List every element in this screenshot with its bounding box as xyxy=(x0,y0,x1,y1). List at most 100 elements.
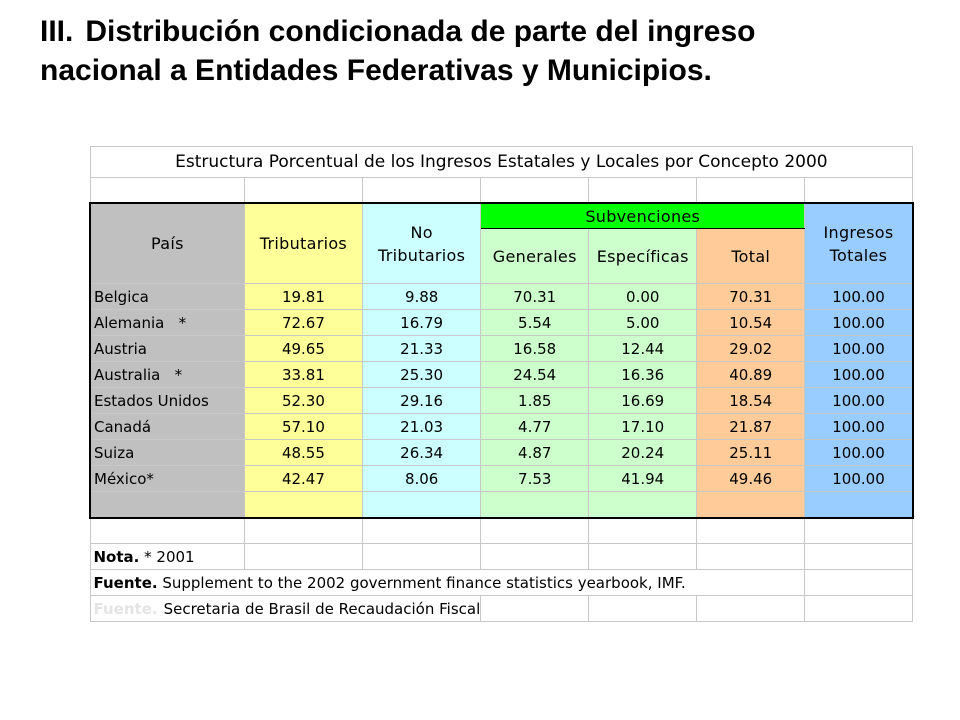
cell-total: 18.54 xyxy=(696,387,806,414)
cell-tributarios: 42.47 xyxy=(243,465,364,492)
cell-tributarios: 48.55 xyxy=(243,439,364,466)
cell-generales: 70.31 xyxy=(480,283,590,310)
header-no-tributarios: No Tributarios xyxy=(362,202,482,284)
cell-ingresos: 100.00 xyxy=(804,413,914,440)
table-row: Suiza 48.55 26.34 4.87 20.24 25.11 100.0… xyxy=(88,439,914,466)
cell-total: 10.54 xyxy=(696,309,806,336)
cell-pais: Alemania * xyxy=(88,309,245,336)
cell-no-tributarios: 29.16 xyxy=(362,387,482,414)
cell-especificas: 5.00 xyxy=(588,309,698,336)
title-text-line-1: Distribución condicionada de parte del i… xyxy=(85,15,756,48)
cell-tributarios: 72.67 xyxy=(243,309,364,336)
cell-pais: Austria xyxy=(88,335,245,362)
fuente2-cell: Fuente. Secretaria de Brasil de Recaudaci… xyxy=(89,595,482,622)
cell-pais: Belgica xyxy=(88,283,245,310)
header-row-1: País Tributarios No Tributarios Subvenci… xyxy=(88,202,914,284)
cell-no-tributarios: 16.79 xyxy=(362,309,482,336)
fuente-text: Supplement to the 2002 government financ… xyxy=(157,573,686,592)
empty-colored-row xyxy=(88,491,914,519)
cell-especificas: 16.36 xyxy=(588,361,698,388)
header-generales: Generales xyxy=(480,228,590,284)
cell-especificas: 20.24 xyxy=(588,439,698,466)
nota-label: Nota. xyxy=(93,547,140,566)
cell-ingresos: 100.00 xyxy=(804,309,914,336)
header-total: Total xyxy=(696,228,806,284)
table-row: Australia * 33.81 25.30 24.54 16.36 40.8… xyxy=(88,361,914,388)
cell-no-tributarios: 21.33 xyxy=(362,335,482,362)
nota-cell: Nota. * 2001 xyxy=(89,543,245,570)
cell-ingresos: 100.00 xyxy=(804,439,914,466)
cell-especificas: 12.44 xyxy=(588,335,698,362)
cell-no-tributarios: 8.06 xyxy=(362,465,482,492)
cell-total: 29.02 xyxy=(696,335,806,362)
cell-no-tributarios: 25.30 xyxy=(362,361,482,388)
header-pais: País xyxy=(88,202,245,284)
title-text-line-2: nacional a Entidades Federativas y Munic… xyxy=(40,54,712,87)
slide-title-line-1: III. Distribución condicionada de parte d… xyxy=(40,12,940,51)
cell-total: 25.11 xyxy=(696,439,806,466)
cell-generales: 4.87 xyxy=(480,439,590,466)
cell-no-tributarios: 26.34 xyxy=(362,439,482,466)
cell-ingresos: 100.00 xyxy=(804,387,914,414)
table-title: Estructura Porcentual de los Ingresos Es… xyxy=(89,146,914,178)
cell-total: 49.46 xyxy=(696,465,806,492)
cell-pais: Canadá xyxy=(88,413,245,440)
blank-row xyxy=(89,177,914,204)
header-row-2: Generales Específicas Total xyxy=(90,228,913,284)
cell-especificas: 17.10 xyxy=(588,413,698,440)
header-no-tributarios-line-2: Tributarios xyxy=(378,245,466,265)
table-row: México* 42.47 8.06 7.53 41.94 49.46 100.… xyxy=(88,465,914,492)
header-especificas: Específicas xyxy=(588,228,698,284)
header-tributarios: Tributarios xyxy=(243,202,364,284)
cell-especificas: 0.00 xyxy=(588,283,698,310)
cell-generales: 4.77 xyxy=(480,413,590,440)
header-ingresos-line-2: Totales xyxy=(829,245,888,265)
cell-pais: Suiza xyxy=(88,439,245,466)
cell-pais: México* xyxy=(88,465,245,492)
cell-ingresos: 100.00 xyxy=(804,465,914,492)
table-row: Estados Unidos 52.30 29.16 1.85 16.69 18… xyxy=(88,387,914,414)
cell-ingresos: 100.00 xyxy=(804,361,914,388)
cell-generales: 7.53 xyxy=(480,465,590,492)
fuente2-text: Secretaria de Brasil de Recaudación Fisc… xyxy=(163,599,481,618)
fuente-cell: Fuente. Supplement to the 2002 governmen… xyxy=(89,569,806,596)
header-no-tributarios-line-1: No xyxy=(410,222,433,242)
blank-row xyxy=(89,517,914,544)
table-row: Austria 49.65 21.33 16.58 12.44 29.02 10… xyxy=(88,335,914,362)
fuente-label: Fuente. xyxy=(93,573,158,592)
cell-no-tributarios: 21.03 xyxy=(362,413,482,440)
fuente2-label: Fuente. xyxy=(93,599,158,618)
cell-generales: 24.54 xyxy=(480,361,590,388)
table-row: Canadá 57.10 21.03 4.77 17.10 21.87 100.… xyxy=(88,413,914,440)
cell-tributarios: 19.81 xyxy=(243,283,364,310)
cell-tributarios: 49.65 xyxy=(243,335,364,362)
slide-title: III. Distribución condicionada de parte d… xyxy=(40,12,940,90)
header-subvenciones: Subvenciones xyxy=(480,202,806,229)
cell-generales: 16.58 xyxy=(480,335,590,362)
cell-total: 70.31 xyxy=(696,283,806,310)
note-row: Nota. * 2001 xyxy=(89,543,914,570)
income-structure-table: Estructura Porcentual de los Ingresos Es… xyxy=(88,146,914,622)
cell-pais: Estados Unidos xyxy=(88,387,245,414)
header-ingresos-totales: Ingresos Totales xyxy=(804,202,914,284)
cell-tributarios: 57.10 xyxy=(243,413,364,440)
cell-especificas: 16.69 xyxy=(588,387,698,414)
table-row: Belgica 19.81 9.88 70.31 0.00 70.31 100.… xyxy=(88,283,914,310)
section-numeral: III. xyxy=(40,15,74,48)
cell-pais: Australia * xyxy=(88,361,245,388)
cell-tributarios: 52.30 xyxy=(243,387,364,414)
cell-generales: 5.54 xyxy=(480,309,590,336)
cell-total: 21.87 xyxy=(696,413,806,440)
cell-tributarios: 33.81 xyxy=(243,361,364,388)
cell-especificas: 41.94 xyxy=(588,465,698,492)
nota-text: * 2001 xyxy=(139,547,195,566)
table-row: Alemania * 72.67 16.79 5.54 5.00 10.54 1… xyxy=(88,309,914,336)
source-row: Fuente. Supplement to the 2002 governmen… xyxy=(89,569,914,596)
cell-no-tributarios: 9.88 xyxy=(362,283,482,310)
cell-ingresos: 100.00 xyxy=(804,283,914,310)
cell-generales: 1.85 xyxy=(480,387,590,414)
cell-ingresos: 100.00 xyxy=(804,335,914,362)
header-ingresos-line-1: Ingresos xyxy=(823,222,894,242)
source-row-2: Fuente. Secretaria de Brasil de Recaudaci… xyxy=(89,595,914,622)
cell-total: 40.89 xyxy=(696,361,806,388)
